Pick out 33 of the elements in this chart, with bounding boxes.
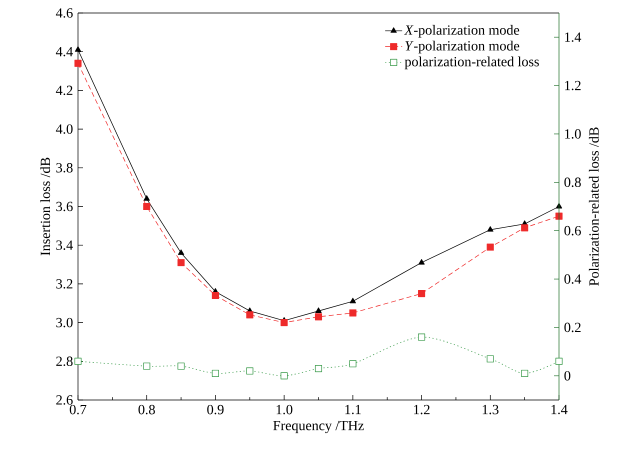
y2-tick-label: 0	[564, 371, 570, 381]
y-tick-label: 4.0	[56, 124, 73, 134]
legend-label: polarization-related loss	[404, 56, 539, 70]
x-tick-label: 0.7	[70, 404, 86, 414]
y-tick-label: 3.4	[56, 240, 73, 250]
y-tick-label: 2.6	[56, 395, 73, 405]
y2-tick-label: 0.6	[564, 226, 581, 236]
y-tick-label: 3.2	[56, 279, 72, 289]
y-tick-label: 3.6	[56, 202, 73, 212]
x-tick-label: 0.8	[138, 404, 155, 414]
y2-tick-label: 0.4	[564, 274, 582, 284]
x-tick-label: 1.0	[276, 404, 292, 414]
legend-label: X-polarization mode	[404, 24, 520, 38]
y-tick-label: 4.2	[56, 86, 72, 96]
y2-tick-label: 1.4	[565, 32, 582, 42]
y-tick-label: 2.8	[56, 356, 73, 366]
legend-label: Y-polarization mode	[405, 40, 520, 54]
y2-tick-label: 1.0	[565, 129, 581, 139]
y-tick-label: 4.6	[56, 8, 73, 18]
y-tick-label: 4.4	[56, 46, 73, 56]
x-axis-title: Frequency /THz	[273, 420, 364, 434]
y2-tick-label: 1.2	[565, 80, 581, 90]
y2-tick-label: 0.2	[564, 322, 581, 332]
x-tick-label: 1.1	[345, 404, 361, 414]
y-axis-title: Insertion loss /dB	[40, 158, 50, 256]
y2-tick-label: 0.8	[564, 178, 581, 188]
x-tick-label: 1.2	[414, 404, 430, 414]
y-tick-label: 3.8	[56, 163, 73, 173]
x-tick-label: 1.3	[482, 404, 498, 414]
y2-axis-title: Polarization-related loss /dB	[588, 127, 599, 286]
x-tick-label: 0.9	[207, 404, 224, 414]
x-tick-label: 1.4	[551, 404, 568, 414]
y-tick-label: 3.0	[56, 318, 73, 328]
